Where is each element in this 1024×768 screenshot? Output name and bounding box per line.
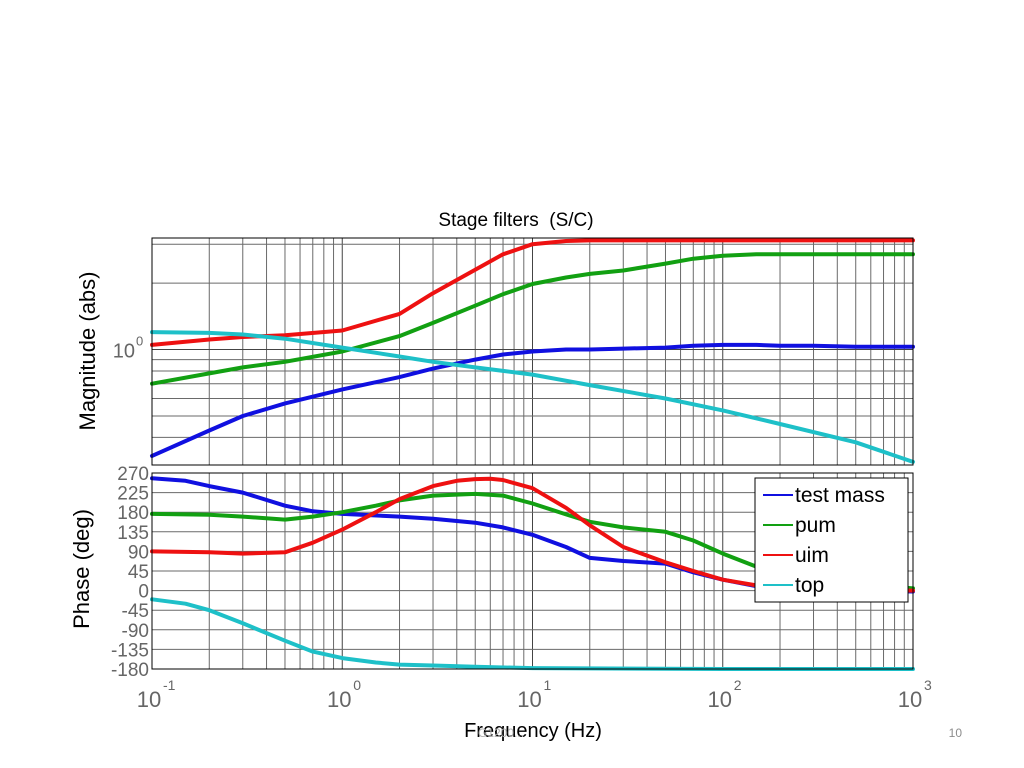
series-line-pum — [150, 491, 915, 591]
x-tick-exponent: 3 — [924, 677, 932, 693]
y-tick-label: 270 — [117, 464, 149, 485]
y-tick-label: -135 — [111, 640, 149, 661]
legend-label: top — [795, 574, 824, 597]
y-tick-label: 180 — [117, 503, 149, 524]
x-tick-label: 10 — [708, 687, 732, 712]
x-tick-exponent: 0 — [353, 677, 361, 693]
x-tick-label: 10 — [517, 687, 541, 712]
legend-label: uim — [795, 544, 829, 567]
phase-y-label: Phase (deg) — [69, 509, 94, 629]
series-line-uim — [150, 476, 915, 593]
series-line-uim — [150, 238, 915, 347]
series-line-test-mass — [150, 342, 915, 458]
footer-note: G1200... — [478, 726, 525, 740]
legend-label: test mass — [795, 484, 885, 507]
magnitude-panel: 10 0 Magnitude (abs) — [75, 237, 915, 466]
y-tick-label: -90 — [122, 621, 149, 642]
y-tick-label: 0 — [138, 582, 149, 603]
series-line-top — [150, 330, 915, 464]
series-line-top — [150, 597, 915, 671]
legend-label: pum — [795, 514, 836, 537]
x-tick-exponent: 1 — [544, 677, 552, 693]
magnitude-y-label: Magnitude (abs) — [75, 272, 100, 431]
y-tick-label: -45 — [122, 601, 149, 622]
magnitude-frame — [151, 237, 914, 466]
series-line-pum — [150, 252, 915, 386]
x-tick-label: 10 — [898, 687, 922, 712]
legend: test mass pum uim top — [754, 477, 909, 603]
x-tick-exponent: -1 — [163, 677, 176, 693]
magnitude-y-ticks: 10 0 — [113, 334, 143, 363]
x-tick-label: 10 — [327, 687, 351, 712]
phase-frame — [151, 472, 914, 670]
y-tick-label: 135 — [117, 523, 149, 544]
page-number: 10 — [948, 726, 962, 740]
x-tick-exponent: 2 — [734, 677, 742, 693]
legend-box — [754, 477, 909, 603]
x-axis-label: Frequency (Hz) — [464, 720, 602, 742]
phase-lines — [150, 476, 915, 671]
magnitude-lines — [150, 238, 915, 464]
y-tick-exponent: 0 — [136, 334, 143, 349]
y-tick-label: 90 — [128, 542, 149, 563]
chart-title: Stage filters (S/C) — [438, 210, 593, 231]
y-tick-label: 10 — [113, 341, 135, 363]
y-tick-label: 45 — [128, 562, 149, 583]
y-tick-label: 225 — [117, 484, 149, 505]
y-tick-label: -180 — [111, 660, 149, 681]
x-tick-label: 10 — [137, 687, 161, 712]
